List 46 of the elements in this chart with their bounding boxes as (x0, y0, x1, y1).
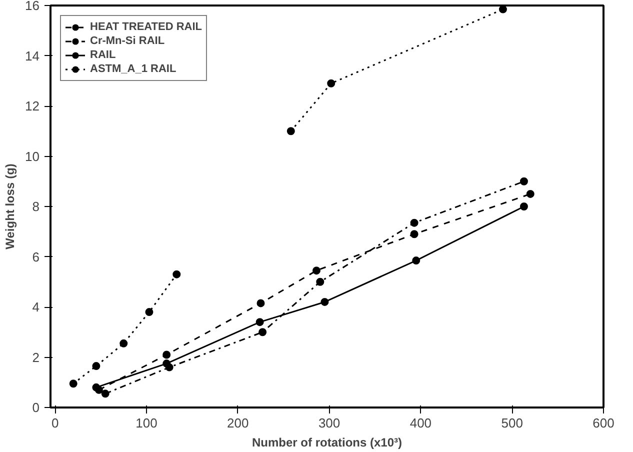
point (145, 308, 154, 316)
point (520, 177, 528, 186)
x-tick-label: 300 (318, 416, 340, 430)
legend-label: ASTM_A_1 RAIL (90, 62, 176, 76)
point (410, 218, 418, 227)
legend-label: Cr-Mn-Si RAIL (90, 34, 165, 48)
y-tick-label: 8 (32, 199, 40, 214)
point (120, 339, 128, 348)
point (162, 360, 171, 368)
y-tick-label: 6 (32, 249, 40, 264)
point (520, 202, 528, 210)
x-tick-label: 100 (136, 416, 158, 430)
x-tick-label: 200 (227, 416, 249, 430)
x-tick-label: 600 (592, 416, 614, 430)
point (526, 190, 534, 198)
y-tick-label: 2 (32, 350, 40, 365)
point (101, 390, 110, 398)
point (258, 328, 267, 336)
point (172, 270, 181, 278)
point (412, 256, 420, 265)
point (312, 266, 320, 275)
y-tick-label: 0 (32, 400, 40, 415)
x-axis-title: Number of rotations (x10³) (252, 436, 402, 450)
point (256, 299, 265, 308)
legend-label: RAIL (90, 48, 116, 62)
y-axis-title: Weight loss (g) (3, 164, 18, 250)
point (92, 362, 100, 370)
point (92, 383, 100, 392)
y-tick-label: 4 (32, 300, 40, 314)
y-tick-label: 16 (25, 0, 40, 13)
point (316, 278, 324, 286)
x-tick-label: 0 (51, 416, 59, 430)
point (327, 79, 336, 88)
point (410, 230, 418, 238)
point (162, 350, 171, 359)
y-tick-label: 12 (25, 98, 40, 114)
point (69, 380, 78, 388)
x-tick-label: 400 (410, 416, 432, 430)
legend-label: HEAT TREATED RAIL (90, 20, 202, 34)
y-tick-label: 10 (25, 148, 40, 164)
point (256, 318, 264, 326)
point (286, 127, 295, 136)
y-tick-label: 14 (25, 48, 40, 64)
point (498, 6, 507, 14)
x-tick-label: 500 (501, 416, 523, 430)
point (320, 298, 329, 306)
